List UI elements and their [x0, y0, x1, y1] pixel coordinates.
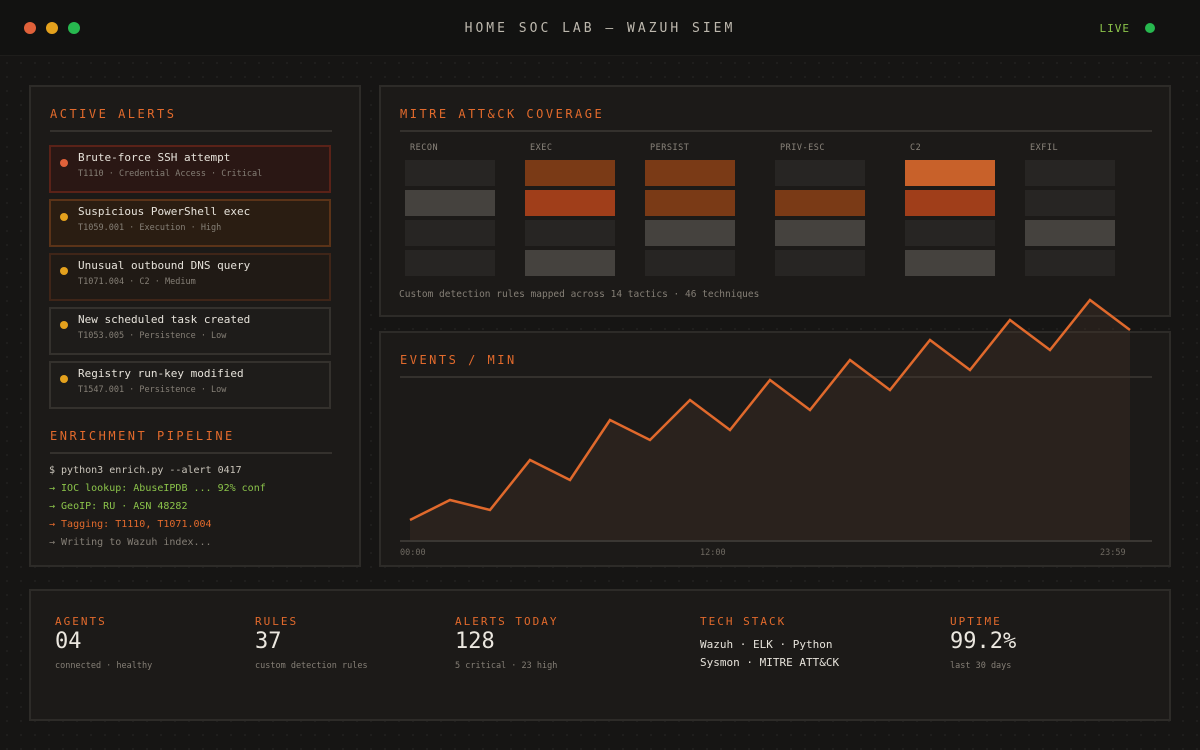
alert-title: New scheduled task created [78, 313, 251, 326]
x-axis-tick-label: 23:59 [1100, 548, 1126, 558]
uptime-sub: last 30 days [950, 661, 1012, 671]
rules-sub: custom detection rules [255, 661, 368, 671]
pipeline-line: → Tagging: T1110, T1071.004 [49, 519, 212, 530]
technique-cell[interactable] [525, 190, 615, 216]
technique-cell[interactable] [1025, 250, 1115, 276]
alerts-today-value: 128 [455, 629, 495, 654]
technique-cell[interactable] [775, 220, 865, 246]
alert-title: Unusual outbound DNS query [78, 259, 251, 272]
window-titlebar: HOME SOC LAB — WAZUH SIEM LIVE [0, 0, 1200, 56]
technique-cell[interactable] [405, 250, 495, 276]
events-panel-title: EVENTS / MIN [400, 353, 517, 367]
x-axis-tick-label: 12:00 [700, 548, 726, 558]
severity-dot-icon [60, 213, 68, 221]
pipeline-title: ENRICHMENT PIPELINE [50, 429, 235, 443]
technique-cell[interactable] [645, 220, 735, 246]
pipeline-line: $ python3 enrich.py --alert 0417 [49, 465, 242, 476]
alert-item[interactable]: Registry run-key modified T1547.001 · Pe… [49, 361, 331, 409]
live-status-indicator [1145, 23, 1155, 33]
mitre-footer-text: Custom detection rules mapped across 14 … [399, 289, 760, 300]
tech-stack-label: TECH STACK [700, 615, 787, 628]
technique-cell[interactable] [1025, 220, 1115, 246]
tactic-label-c2: C2 [910, 143, 922, 153]
agents-label: AGENTS [55, 615, 107, 628]
tactic-label-recon: RECON [410, 143, 439, 153]
alerts-panel-title: ACTIVE ALERTS [50, 107, 177, 121]
severity-dot-icon [60, 321, 68, 329]
divider [400, 130, 1152, 132]
technique-cell[interactable] [645, 160, 735, 186]
technique-cell[interactable] [525, 160, 615, 186]
technique-cell[interactable] [645, 250, 735, 276]
maximize-window-button[interactable] [68, 22, 80, 34]
alerts-today-sub: 5 critical · 23 high [455, 661, 558, 671]
alert-title: Registry run-key modified [78, 367, 244, 380]
severity-dot-icon [60, 267, 68, 275]
technique-cell[interactable] [645, 190, 735, 216]
technique-cell[interactable] [905, 250, 995, 276]
pipeline-line: → IOC lookup: AbuseIPDB ... 92% conf [49, 483, 266, 494]
technique-cell[interactable] [775, 250, 865, 276]
technique-cell[interactable] [525, 220, 615, 246]
alert-meta: T1071.004 · C2 · Medium [78, 277, 196, 287]
x-axis-tick-label: 00:00 [400, 548, 426, 558]
technique-cell[interactable] [775, 190, 865, 216]
technique-cell[interactable] [405, 220, 495, 246]
stats-panel: AGENTS 04 connected · healthy RULES 37 c… [29, 589, 1171, 721]
tech-stack-line: Sysmon · MITRE ATT&CK [700, 656, 840, 669]
rules-label: RULES [255, 615, 299, 628]
alert-meta: T1110 · Credential Access · Critical [78, 169, 263, 179]
minimize-window-button[interactable] [46, 22, 58, 34]
tech-stack-line: Wazuh · ELK · Python [700, 638, 833, 651]
alert-meta: T1547.001 · Persistence · Low [78, 385, 227, 395]
alert-item[interactable]: Brute-force SSH attempt T1110 · Credenti… [49, 145, 331, 193]
tactic-label-exfil: EXFIL [1030, 143, 1059, 153]
alert-item[interactable]: Suspicious PowerShell exec T1059.001 · E… [49, 199, 331, 247]
technique-cell[interactable] [905, 220, 995, 246]
chart-baseline [400, 540, 1152, 542]
divider [400, 376, 1152, 378]
live-status-label: LIVE [1099, 22, 1130, 35]
technique-cell[interactable] [525, 250, 615, 276]
agents-value: 04 [55, 629, 82, 654]
uptime-label: UPTIME [950, 615, 1002, 628]
technique-cell[interactable] [775, 160, 865, 186]
alert-meta: T1053.005 · Persistence · Low [78, 331, 227, 341]
technique-cell[interactable] [1025, 190, 1115, 216]
technique-cell[interactable] [905, 160, 995, 186]
tactic-label-persist: PERSIST [650, 143, 690, 153]
divider [50, 130, 332, 132]
technique-cell[interactable] [405, 190, 495, 216]
technique-cell[interactable] [1025, 160, 1115, 186]
events-panel: EVENTS / MIN 00:00 12:00 23:59 [379, 331, 1171, 567]
alert-title: Suspicious PowerShell exec [78, 205, 251, 218]
technique-cell[interactable] [405, 160, 495, 186]
alerts-panel: ACTIVE ALERTS Brute-force SSH attempt T1… [29, 85, 361, 567]
agents-sub: connected · healthy [55, 661, 153, 671]
close-window-button[interactable] [24, 22, 36, 34]
tactic-label-exec: EXEC [530, 143, 553, 153]
mitre-coverage-panel: MITRE ATT&CK COVERAGE RECON EXEC PERSIST PR… [379, 85, 1171, 317]
pipeline-line: → GeoIP: RU · ASN 48282 [49, 501, 188, 512]
uptime-value: 99.2% [950, 629, 1017, 654]
alert-item[interactable]: New scheduled task created T1053.005 · P… [49, 307, 331, 355]
pipeline-line: → Writing to Wazuh index... [49, 537, 212, 548]
rules-value: 37 [255, 629, 282, 654]
alert-meta: T1059.001 · Execution · High [78, 223, 222, 233]
severity-dot-icon [60, 159, 68, 167]
technique-cell[interactable] [905, 190, 995, 216]
alert-title: Brute-force SSH attempt [78, 151, 231, 164]
alert-item[interactable]: Unusual outbound DNS query T1071.004 · C… [49, 253, 331, 301]
divider [50, 452, 332, 454]
tactic-label-priv-esc: PRIV-ESC [780, 143, 825, 153]
severity-dot-icon [60, 375, 68, 383]
mitre-panel-title: MITRE ATT&CK COVERAGE [400, 107, 605, 121]
alerts-today-label: ALERTS TODAY [455, 615, 559, 628]
window-title: HOME SOC LAB — WAZUH SIEM [464, 21, 736, 36]
